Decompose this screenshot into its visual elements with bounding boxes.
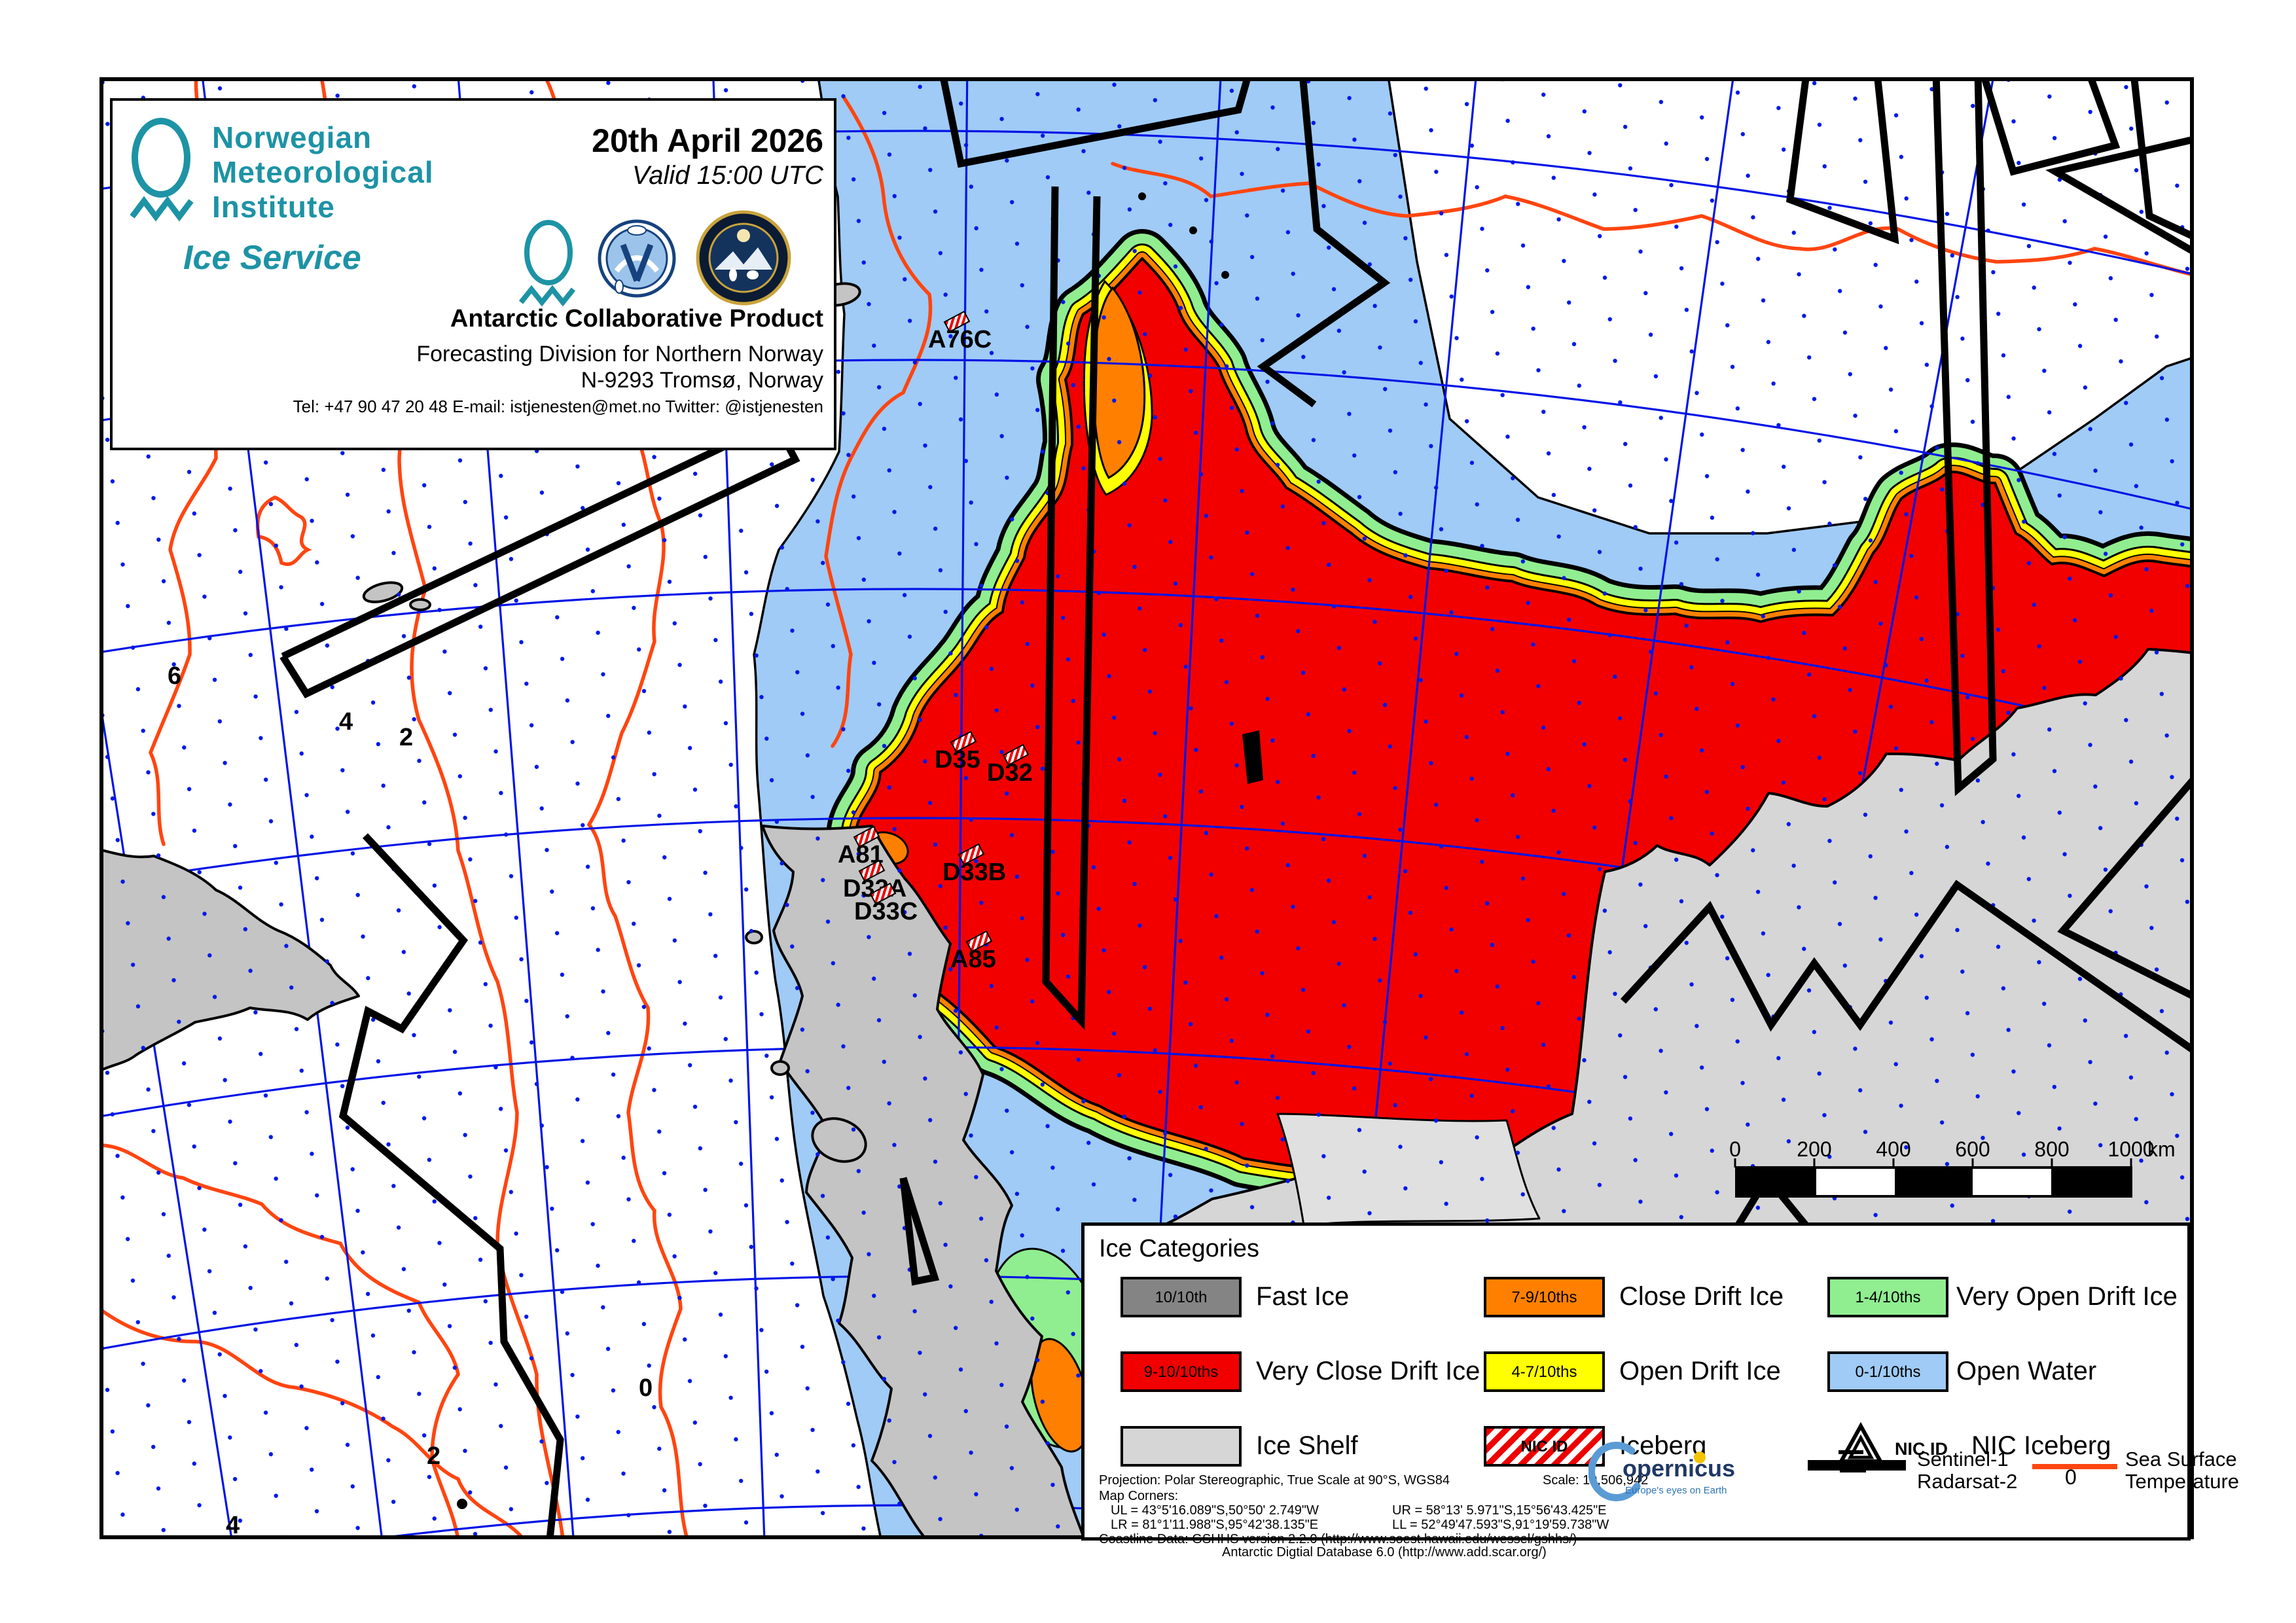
sst-zero-label: 0 bbox=[2065, 1465, 2077, 1489]
sentinel-line-symbol bbox=[1808, 1460, 1906, 1471]
legend-label-iceberg: Iceberg bbox=[1619, 1431, 1707, 1460]
scalebar-tick: 1000 bbox=[2108, 1137, 2155, 1161]
nic-logo-icon bbox=[696, 210, 791, 306]
swatch-open-water: 0-1/10ths bbox=[1827, 1351, 1948, 1392]
legend-label-nic-iceberg: NIC Iceberg bbox=[1971, 1431, 2111, 1460]
nic-id-text: NIC ID bbox=[1895, 1439, 1948, 1459]
copernicus-dot bbox=[1694, 1452, 1706, 1463]
swatch-very-open-drift: 1-4/10ths bbox=[1827, 1277, 1948, 1317]
valid-time: Valid 15:00 UTC bbox=[632, 161, 823, 190]
sentinel-label: Sentinel-1 Radarsat-2 bbox=[1917, 1448, 2018, 1493]
swatch-ice-shelf bbox=[1121, 1426, 1242, 1467]
swatch-iceberg: NIC ID bbox=[1484, 1426, 1605, 1467]
met-logo-icon bbox=[130, 118, 194, 222]
legend-label-ice-shelf: Ice Shelf bbox=[1256, 1431, 1358, 1460]
copernicus-tagline: Europe's eyes on Earth bbox=[1625, 1485, 1727, 1496]
scalebar-tick: 800 bbox=[2034, 1137, 2070, 1161]
chart-date: 20th April 2026 bbox=[592, 122, 823, 159]
address: N-9293 Tromsø, Norway bbox=[581, 368, 823, 393]
scalebar-unit: km bbox=[2147, 1137, 2176, 1161]
product-title: Antarctic Collaborative Product bbox=[450, 305, 823, 332]
legend-label-open-drift: Open Drift Ice bbox=[1619, 1357, 1781, 1385]
map-corners-title: Map Corners: bbox=[1099, 1489, 1179, 1503]
coastline-note-2: Antarctic Digtial Database 6.0 (http://w… bbox=[1222, 1545, 1547, 1560]
legend-label-very-open-drift: Very Open Drift Ice bbox=[1956, 1282, 2178, 1311]
corner-lr: LR = 81°1'11.988"S,95°42'38.135"E bbox=[1111, 1518, 1319, 1532]
scalebar-tick: 400 bbox=[1876, 1137, 1911, 1161]
aari-logo-icon bbox=[598, 219, 676, 298]
legend: Ice Categories 10/10th Fast Ice 9-10/10t… bbox=[1081, 1222, 2239, 1560]
swatch-open-drift: 4-7/10ths bbox=[1484, 1351, 1605, 1392]
swatch-fast-ice: 10/10th bbox=[1121, 1277, 1242, 1317]
projection-note: Projection: Polar Stereographic, True Sc… bbox=[1099, 1473, 1450, 1488]
copernicus-logo-icon bbox=[1588, 1442, 1641, 1501]
legend-label-close-drift: Close Drift Ice bbox=[1619, 1282, 1784, 1311]
division: Forecasting Division for Northern Norway bbox=[416, 342, 823, 366]
contact-line: Tel: +47 90 47 20 48 E-mail: istjenesten… bbox=[293, 397, 823, 416]
copernicus-name: opernicus bbox=[1623, 1455, 1736, 1482]
swatch-close-drift: 7-9/10ths bbox=[1484, 1277, 1605, 1317]
sst-legend-label: Sea Surface Temperature bbox=[2125, 1448, 2240, 1493]
legend-label-fast-ice: Fast Ice bbox=[1256, 1282, 1350, 1311]
org-name: Norwegian Meteorological Institute bbox=[212, 120, 434, 224]
title-box: Norwegian Meteorological Institute Ice S… bbox=[110, 98, 836, 450]
scale-bar: 0 200 400 600 800 1000 km bbox=[1729, 1137, 2176, 1200]
scalebar-segments bbox=[1735, 1166, 2132, 1198]
scalebar-tick: 200 bbox=[1797, 1137, 1832, 1161]
sst-line-symbol bbox=[2032, 1464, 2117, 1469]
legend-title: Ice Categories bbox=[1099, 1235, 1260, 1262]
corner-ur: UR = 58°13' 5.971"S,15°56'43.425"E bbox=[1392, 1503, 1607, 1518]
scalebar-tick: 600 bbox=[1955, 1137, 1990, 1161]
scalebar-tick: 0 bbox=[1729, 1137, 1741, 1161]
legend-label-open-water: Open Water bbox=[1956, 1357, 2097, 1385]
corner-ll: LL = 52°49'47.593"S,91°19'59.738"W bbox=[1392, 1518, 1609, 1532]
corner-ul: UL = 43°5'16.089"S,50°50' 2.749"W bbox=[1111, 1503, 1319, 1518]
swatch-very-close-drift: 9-10/10ths bbox=[1121, 1351, 1242, 1392]
iceberg-silhouette bbox=[1242, 730, 1263, 784]
coastline-note-1: Coastline Data: GSHHS version 2.2.0 (htt… bbox=[1099, 1532, 1577, 1546]
met-logo-small-icon bbox=[518, 220, 576, 307]
legend-label-very-close-drift: Very Close Drift Ice bbox=[1256, 1357, 1480, 1385]
service-name: Ice Service bbox=[183, 239, 361, 277]
